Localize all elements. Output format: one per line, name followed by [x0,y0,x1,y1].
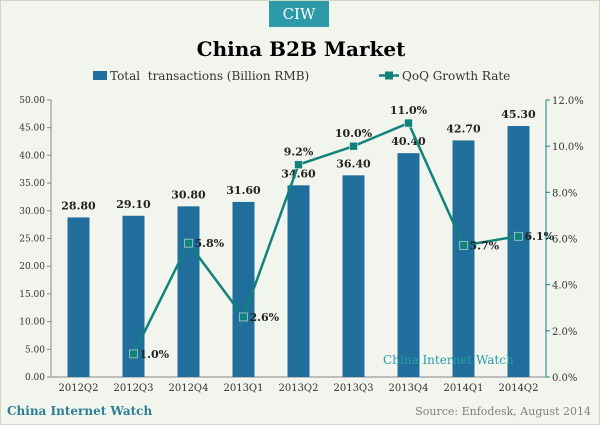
bar-value-label: 40.40 [391,135,426,148]
legend-bar-swatch [93,71,107,80]
axes: 0.00 5.00 10.00 15.00 20.00 25.00 30.00 35.00 40… [19,96,584,394]
bar-value-label: 30.80 [171,188,206,201]
right-tick-label: 4.0% [552,281,577,292]
growth-value-label: 5.8% [195,237,225,250]
legend-line-label: QoQ Growth Rate [402,69,510,83]
growth-value-label: 2.6% [250,311,280,324]
left-tick-label: 10.00 [19,318,45,328]
left-tick-label: 50.00 [19,96,45,106]
growth-point [129,349,138,359]
bars: 28.80 29.10 30.80 31.60 34.60 36.40 40.40 42.70… [61,108,536,378]
footer-brand: China Internet Watch [7,404,153,418]
left-tick-label: 35.00 [19,179,45,189]
bar-value-label: 36.40 [336,157,371,170]
bar [122,215,145,377]
legend-bar-label: Total transactions (Billion RMB) [110,69,309,83]
right-tick-label: 6.0% [552,235,577,246]
bar-value-label: 28.80 [61,199,96,212]
growth-point [514,231,523,241]
x-tick-label: 2012Q2 [58,383,98,394]
left-tick-label: 45.00 [19,124,45,134]
x-tick-label: 2012Q3 [113,383,153,394]
bar-value-label: 29.10 [116,198,151,211]
growth-value-label: 6.1% [525,230,555,243]
x-tick-label: 2013Q3 [333,383,373,394]
x-tick-label: 2014Q2 [498,383,538,394]
bar [67,217,90,377]
right-tick-label: 8.0% [552,188,577,199]
chart-title: China B2B Market [197,37,406,61]
right-tick-label: 0.0% [552,373,577,384]
growth-value-label: 9.2% [284,146,314,159]
left-tick-label: 20.00 [19,262,45,272]
growth-point [404,118,413,128]
growth-point [294,160,303,169]
chart: China B2B Market Total transactions (Bil… [19,37,584,394]
source-note: Source: Enfodesk, August 2014 [415,405,591,418]
bar [342,175,365,377]
bar-value-label: 45.30 [501,108,536,121]
growth-point [349,141,358,151]
ciw-logo: CIW [269,1,329,27]
left-tick-label: 0.00 [25,373,45,383]
bar [397,153,420,377]
x-tick-label: 2013Q2 [278,383,318,394]
x-tick-label: 2013Q4 [388,383,428,394]
growth-point [239,312,248,322]
watermark: China Internet Watch [383,353,514,367]
legend-line-marker [385,71,393,80]
legend: Total transactions (Billion RMB) QoQ Gro… [93,69,510,83]
right-tick-label: 2.0% [552,327,577,338]
growth-value-label: 11.0% [390,104,428,117]
bar-value-label: 34.60 [281,167,316,180]
bar [507,126,530,378]
bar [232,201,255,377]
growth-value-label: 5.7% [470,239,500,252]
left-tick-label: 5.00 [25,345,45,355]
left-tick-label: 30.00 [19,207,45,217]
left-tick-label: 40.00 [19,151,45,161]
growth-value-label: 10.0% [335,127,373,140]
bar-value-label: 31.60 [226,184,261,197]
bar [452,140,475,377]
right-tick-label: 12.0% [552,96,584,107]
bar-value-label: 42.70 [446,122,481,135]
left-tick-label: 25.00 [19,235,45,245]
left-tick-label: 15.00 [19,290,45,300]
growth-value-label: 1.0% [140,348,170,361]
x-tick-label: 2014Q1 [443,383,483,394]
bar [177,206,200,377]
growth-point [459,241,468,250]
x-tick-label: 2012Q4 [168,383,208,394]
x-tick-label: 2013Q1 [223,383,263,394]
right-tick-label: 10.0% [552,142,584,153]
bar [287,185,310,377]
growth-point [184,238,193,248]
growth-line-path [132,121,519,355]
growth-line: 1.0% 5.8% 2.6% 9.2% 10.0% 11.0% 5.7% 6.1% [129,104,555,361]
